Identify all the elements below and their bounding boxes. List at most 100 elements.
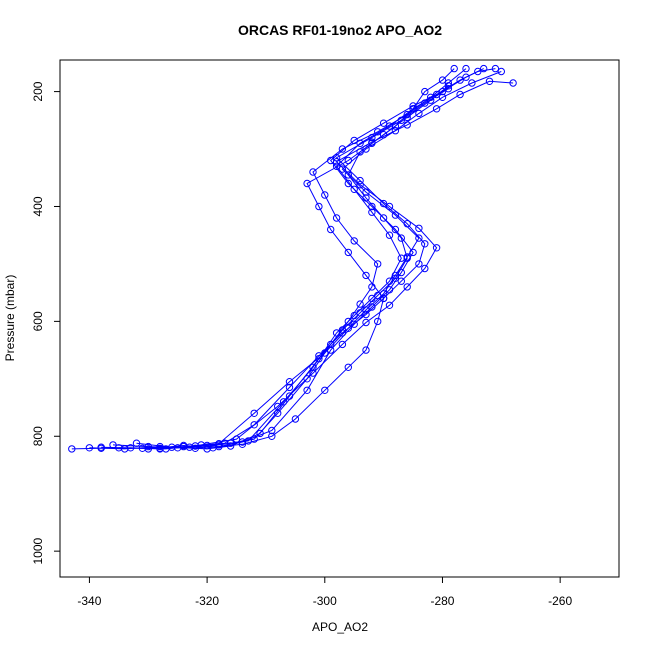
- series-line: [118, 80, 514, 450]
- data-point: [309, 363, 317, 371]
- data-point: [97, 443, 105, 451]
- data-point: [397, 234, 405, 242]
- data-point: [397, 277, 405, 285]
- y-tick-label: 600: [31, 311, 45, 331]
- data-point: [362, 271, 370, 280]
- data-point: [85, 444, 94, 452]
- data-point: [385, 301, 394, 309]
- data-point: [315, 202, 323, 211]
- data-point: [350, 320, 358, 328]
- y-tick-label: 200: [31, 81, 45, 101]
- data-point: [362, 318, 370, 327]
- data-point: [162, 445, 170, 453]
- data-point: [338, 145, 347, 153]
- data-point: [368, 133, 376, 142]
- data-point: [321, 386, 329, 394]
- data-point: [374, 317, 382, 326]
- data-point: [132, 439, 141, 447]
- data-point: [379, 214, 388, 222]
- data-point: [379, 294, 388, 303]
- data-point: [415, 224, 423, 233]
- series-line: [159, 88, 449, 449]
- x-tick-label: -340: [77, 594, 101, 608]
- series-6: [156, 85, 453, 452]
- x-tick-label: -260: [548, 594, 572, 608]
- data-point: [403, 121, 411, 129]
- y-tick-label: 1000: [31, 537, 45, 564]
- data-point: [450, 64, 458, 73]
- data-point: [350, 237, 358, 245]
- x-tick-label: -280: [430, 594, 454, 608]
- data-point: [250, 421, 258, 429]
- data-point: [462, 73, 470, 81]
- data-point: [438, 76, 447, 84]
- data-point: [279, 398, 288, 406]
- data-point: [415, 260, 423, 268]
- data-point: [344, 363, 352, 371]
- data-point: [268, 426, 276, 435]
- data-point: [332, 162, 341, 171]
- data-point: [397, 268, 405, 277]
- x-tick-label: -300: [313, 594, 337, 608]
- y-tick-label: 400: [31, 196, 45, 216]
- data-point: [332, 154, 341, 162]
- data-point: [438, 93, 447, 102]
- data-point: [491, 64, 500, 73]
- data-point: [438, 87, 447, 96]
- chart-title: ORCAS RF01-19no2 APO_AO2: [238, 22, 442, 38]
- data-point: [403, 220, 411, 228]
- data-point: [303, 179, 311, 188]
- data-point: [421, 99, 429, 107]
- data-point: [309, 168, 317, 176]
- data-point: [356, 139, 364, 148]
- data-point: [268, 432, 276, 440]
- data-point: [350, 185, 358, 194]
- data-point: [403, 113, 411, 122]
- data-point: [344, 324, 352, 332]
- data-point: [368, 208, 376, 216]
- data-point: [432, 105, 441, 113]
- data-point: [374, 260, 382, 268]
- data-point: [327, 225, 335, 234]
- data-point: [285, 383, 294, 392]
- data-point: [391, 271, 400, 280]
- data-point: [344, 179, 352, 188]
- data-point: [238, 438, 247, 446]
- series-5: [97, 67, 505, 452]
- data-point: [391, 127, 400, 135]
- data-point: [350, 136, 358, 145]
- data-point: [421, 240, 429, 248]
- data-point: [356, 181, 364, 189]
- data-point: [250, 409, 258, 417]
- data-point: [356, 300, 364, 308]
- data-point: [379, 119, 388, 127]
- data-point: [285, 392, 294, 400]
- data-point: [462, 64, 470, 73]
- data-point: [379, 199, 388, 208]
- data-point: [415, 109, 423, 118]
- series-line: [101, 71, 502, 449]
- data-point: [403, 253, 411, 261]
- data-point: [379, 290, 388, 298]
- series-4: [144, 64, 488, 453]
- data-point: [497, 67, 505, 76]
- data-point: [362, 346, 370, 354]
- data-point: [356, 176, 364, 185]
- data-point: [456, 90, 464, 99]
- data-point: [397, 116, 405, 125]
- data-point: [332, 214, 341, 222]
- x-axis: -340 -320 -300 -280 -260: [77, 577, 572, 608]
- data-point: [344, 248, 352, 257]
- data-point: [368, 283, 376, 291]
- data-point: [197, 441, 205, 449]
- data-point: [468, 79, 476, 87]
- data-point: [362, 310, 370, 319]
- data-point: [485, 77, 494, 86]
- data-point: [385, 122, 394, 130]
- data-point: [385, 231, 394, 239]
- plot-frame: [59, 59, 620, 578]
- data-point: [391, 225, 400, 234]
- data-point: [332, 158, 341, 166]
- data-point: [274, 402, 282, 411]
